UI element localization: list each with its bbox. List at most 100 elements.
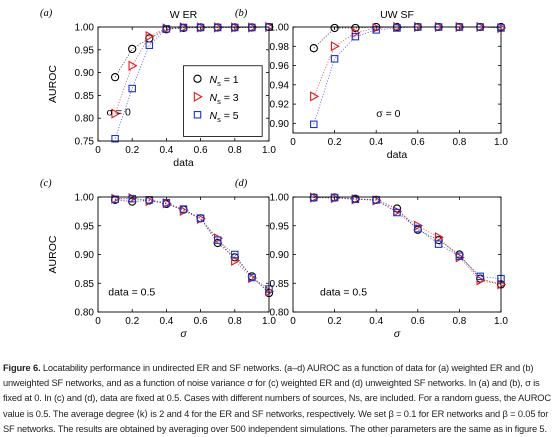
- series-line: [115, 197, 270, 292]
- panel-annotation: σ = 0: [107, 106, 131, 118]
- figure-6: (a) W ER 0.75 0.80 0.85 0.90 0.95 1.00 0 0.2 0.4 0.…: [40, 8, 508, 340]
- panel-b: (b) UW SF 0.90 0.92 0.94 0.96 0.98 1.00 0 0.2 0.4 0…: [235, 8, 508, 161]
- data-point-triangle: [145, 30, 155, 42]
- panel-annotation: data = 0.5: [320, 286, 367, 298]
- y-tick-label: 1.00: [270, 193, 290, 204]
- x-axis-label: σ: [394, 328, 401, 340]
- legend: Ns = 1 Ns = 3 Ns = 5: [183, 65, 263, 137]
- plot-frame: [97, 26, 270, 142]
- data-point-square: [162, 25, 171, 33]
- y-tick-label: 0.95: [75, 221, 95, 232]
- data-point-triangle: [310, 91, 320, 102]
- legend-label: Ns = 5: [210, 110, 239, 124]
- y-tick-label: 1.00: [75, 193, 95, 204]
- y-tick-label: 0.80: [270, 308, 290, 319]
- series-line: [115, 199, 270, 294]
- data-point-square: [179, 205, 188, 213]
- data-point-square: [196, 214, 205, 223]
- data-point-circle: [128, 44, 137, 54]
- x-axis-label: data: [173, 157, 194, 169]
- plot-frame: [292, 26, 502, 134]
- data-point-triangle: [330, 41, 340, 52]
- x-tick-label: 0: [290, 137, 296, 148]
- data-point-square: [393, 24, 401, 32]
- legend-marker-circle: [193, 74, 202, 83]
- panel-label: (d): [235, 178, 248, 189]
- y-tick-label: 0.80: [75, 114, 95, 125]
- x-tick-label: 0: [95, 316, 101, 327]
- series-line: [114, 26, 270, 139]
- y-tick-label: 0.85: [75, 279, 95, 290]
- data-point-square: [162, 199, 171, 207]
- data-point-square: [248, 273, 256, 282]
- data-point-triangle: [128, 60, 138, 71]
- data-point-square: [145, 41, 154, 49]
- panel-c: (c) 0.80 0.85 0.90 0.95 1.00 0 0.2 0.4 0.6 0.8 1.0 σ…: [40, 178, 276, 340]
- y-tick-label: 0.90: [270, 250, 290, 261]
- figure-panels: (a) W ER0.750.800.850.900.951.000 0.2 0.4 0.…: [40, 8, 508, 340]
- data-point-circle: [309, 44, 318, 53]
- panel-label: (b): [235, 8, 248, 19]
- plot-frame: [292, 196, 502, 313]
- y-tick-label: 0.80: [75, 308, 95, 319]
- panel-annotation: σ = 0: [376, 108, 400, 120]
- caption-label: Figure 6.: [3, 363, 41, 373]
- x-tick-label: 0.2: [328, 137, 342, 148]
- x-tick-label: 0: [95, 145, 101, 156]
- panel-label: (a): [40, 8, 53, 19]
- data-point-triangle: [111, 108, 121, 119]
- data-point-square: [330, 55, 339, 63]
- x-tick-label: 0.8: [452, 137, 466, 148]
- data-point-square: [476, 272, 484, 281]
- data-point-square: [414, 224, 422, 233]
- data-point-triangle: [434, 232, 444, 243]
- panel-annotation: data = 0.5: [108, 286, 155, 298]
- y-tick-label: 1.00: [75, 23, 95, 34]
- series-line: [313, 197, 502, 285]
- x-tick-label: 0.4: [369, 316, 383, 327]
- data-point-triangle: [231, 255, 241, 266]
- x-axis-label: data: [387, 149, 408, 161]
- data-point-square: [310, 193, 318, 202]
- panel-a: (a) W ER 0.75 0.80 0.85 0.90 0.95 1.00 0 0.2 0.4 0.…: [40, 8, 276, 169]
- x-tick-label: 0: [290, 316, 296, 327]
- x-tick-label: 0.8: [228, 316, 242, 327]
- data-point-circle: [330, 23, 339, 33]
- plot-frame: [97, 196, 270, 313]
- series-line: [313, 197, 502, 280]
- x-tick-label: 1.0: [262, 145, 276, 156]
- x-tick-label: 0.2: [328, 316, 342, 327]
- x-tick-label: 0.6: [194, 316, 208, 327]
- x-tick-label: 0.6: [411, 316, 425, 327]
- data-point-square: [351, 195, 360, 204]
- data-point-square: [231, 23, 239, 32]
- legend-label: Ns = 1: [210, 74, 239, 88]
- legend-marker-square: [193, 111, 202, 119]
- data-point-square: [248, 23, 256, 32]
- y-tick-label: 0.92: [270, 100, 290, 111]
- panel-d: (d) 0.80 0.85 0.90 0.95 1.00 0 0.2 0.4 0.6 0.8 1.0 σ…: [235, 178, 508, 340]
- x-tick-label: 0.2: [125, 145, 139, 156]
- data-point-square: [213, 236, 222, 244]
- data-point-square: [330, 193, 339, 202]
- data-point-square: [111, 195, 119, 204]
- x-tick-label: 1.0: [262, 316, 276, 327]
- series-line: [313, 26, 502, 97]
- y-tick-label: 0.95: [75, 45, 95, 56]
- data-point-square: [213, 23, 222, 32]
- y-tick-label: 0.96: [270, 61, 290, 72]
- x-tick-label: 1.0: [494, 137, 508, 148]
- legend-marker-triangle: [193, 91, 203, 102]
- data-point-triangle: [351, 27, 361, 38]
- figure-caption: Figure 6. Locatability performance in un…: [3, 361, 552, 437]
- series-line: [115, 198, 270, 290]
- data-point-square: [111, 134, 119, 143]
- y-tick-label: 0.90: [270, 119, 290, 130]
- x-tick-label: 0.6: [194, 145, 208, 156]
- legend-label: Ns = 3: [210, 92, 239, 106]
- y-tick-label: 0.75: [75, 137, 95, 148]
- data-point-square: [455, 252, 464, 260]
- y-tick-label: 0.95: [270, 221, 290, 232]
- data-point-square: [231, 250, 239, 259]
- y-axis-label: AUROC: [47, 235, 59, 273]
